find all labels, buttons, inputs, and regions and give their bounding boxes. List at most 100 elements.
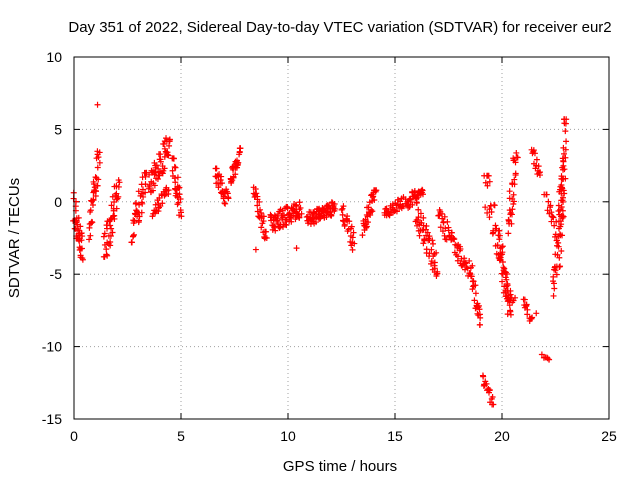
data-point (463, 264, 470, 271)
x-tick-label: 10 (280, 428, 296, 444)
data-point (549, 213, 556, 220)
data-point (94, 101, 101, 108)
data-point (484, 209, 491, 216)
data-point (214, 172, 221, 179)
data-point (509, 206, 516, 213)
plot-frame (73, 56, 610, 420)
data-point (550, 273, 557, 280)
data-point (172, 179, 179, 186)
data-point (149, 187, 156, 194)
data-point (555, 243, 562, 250)
data-point (558, 204, 565, 211)
data-point (213, 165, 220, 172)
y-tick-label: 10 (46, 49, 62, 65)
data-point (288, 218, 295, 225)
data-point (561, 116, 568, 123)
data-point (115, 183, 122, 190)
data-point (371, 197, 378, 204)
data-point (296, 199, 303, 206)
x-tick-label: 15 (387, 428, 403, 444)
data-point (508, 220, 515, 227)
data-point (428, 258, 435, 265)
data-point (157, 158, 164, 165)
data-point (505, 217, 512, 224)
data-point (169, 167, 176, 174)
data-point (528, 315, 535, 322)
data-point (107, 233, 114, 240)
data-point (128, 239, 135, 246)
data-point (155, 208, 162, 215)
data-point (524, 306, 531, 313)
data-point (499, 243, 506, 250)
data-point (562, 146, 569, 153)
data-point (113, 205, 120, 212)
data-point (434, 268, 441, 275)
data-point (95, 154, 102, 161)
data-point (215, 184, 222, 191)
data-point (431, 259, 438, 266)
data-point (415, 206, 422, 213)
data-point (369, 208, 376, 215)
data-point (416, 232, 423, 239)
data-point (263, 228, 270, 235)
data-point (107, 222, 114, 229)
data-point (258, 224, 265, 231)
data-point (485, 172, 492, 179)
data-point (315, 206, 322, 213)
data-point (552, 267, 559, 274)
data-point (562, 175, 569, 182)
data-point (505, 230, 512, 237)
data-point (428, 260, 435, 267)
data-point (252, 246, 259, 253)
data-point (130, 231, 137, 238)
data-point (94, 164, 101, 171)
data-point (428, 246, 435, 253)
data-point (283, 222, 290, 229)
data-point (166, 142, 173, 149)
data-point (548, 209, 555, 216)
data-point (104, 252, 111, 259)
data-point (562, 120, 569, 127)
data-point (116, 179, 123, 186)
data-series-sdtvar (70, 101, 570, 408)
data-point (559, 207, 566, 214)
data-point (471, 297, 478, 304)
data-point (469, 286, 476, 293)
data-point (502, 269, 509, 276)
data-point (254, 193, 261, 200)
data-point (364, 219, 371, 226)
data-point (163, 135, 170, 142)
data-point (533, 310, 540, 317)
data-point (373, 187, 380, 194)
data-point (75, 214, 82, 221)
data-point (161, 145, 168, 152)
data-point (512, 170, 519, 177)
data-point (419, 187, 426, 194)
data-point (502, 274, 509, 281)
data-point (152, 169, 159, 176)
data-point (297, 204, 304, 211)
data-point (313, 219, 320, 226)
data-point (507, 287, 514, 294)
grid-lines (74, 57, 609, 419)
data-point (550, 292, 557, 299)
data-point (512, 294, 519, 301)
data-point (557, 223, 564, 230)
data-point (499, 259, 506, 266)
data-point (483, 380, 490, 387)
data-point (153, 162, 160, 169)
data-point (77, 223, 84, 230)
data-point (423, 223, 430, 230)
data-point (472, 282, 479, 289)
data-point (142, 181, 149, 188)
data-point (75, 227, 82, 234)
data-point (113, 190, 120, 197)
data-point (561, 166, 568, 173)
data-point (429, 237, 436, 244)
data-point (551, 285, 558, 292)
data-point (136, 213, 143, 220)
data-point (560, 198, 567, 205)
data-point (433, 249, 440, 256)
data-point (298, 210, 305, 217)
